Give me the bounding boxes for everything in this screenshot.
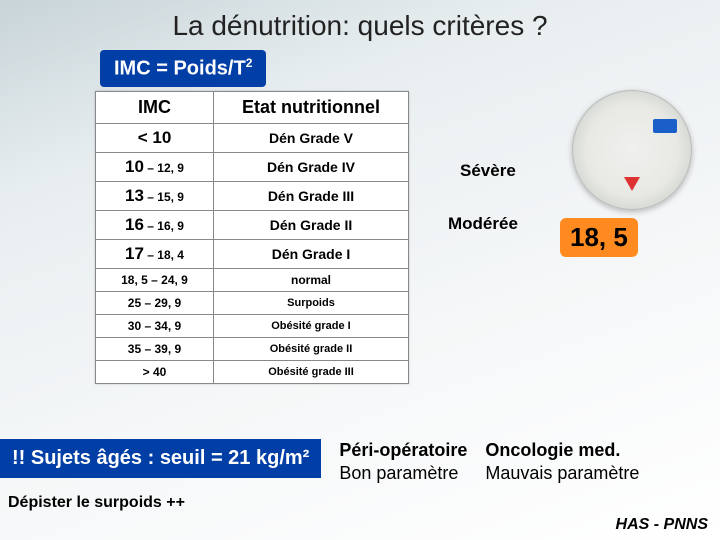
imc-range: – 34, 9 (141, 319, 181, 333)
imc-main: > 40 (143, 365, 167, 379)
bottom-bar: !! Sujets âgés : seuil = 21 kg/m² Péri-o… (0, 439, 639, 484)
imc-range: – 39, 9 (141, 342, 181, 356)
depister-note: Dépister le surpoids ++ (8, 494, 185, 512)
cell-imc: > 40 (96, 360, 214, 383)
table-row: > 40 Obésité grade III (96, 360, 409, 383)
table-row: 10 – 12, 9Dén Grade IV (96, 152, 409, 181)
imc-main: 16 (125, 215, 144, 234)
slide-title: La dénutrition: quels critères ? (0, 0, 720, 42)
formula-exponent: 2 (246, 56, 253, 70)
cell-etat: Obésité grade III (214, 360, 409, 383)
table-row: 35 – 39, 9Obésité grade II (96, 337, 409, 360)
periop-heading: Péri-opératoire (339, 439, 467, 462)
col-header-etat: Etat nutritionnel (214, 91, 409, 123)
imc-main: 18, 5 (121, 273, 148, 287)
imc-main: 30 (128, 319, 141, 333)
formula-badge: IMC = Poids/T2 (100, 50, 266, 87)
cell-etat: Dén Grade III (214, 181, 409, 210)
cell-imc: 13 – 15, 9 (96, 181, 214, 210)
onco-sub: Mauvais paramètre (485, 462, 639, 485)
col-header-imc: IMC (96, 91, 214, 123)
imc-main: 17 (125, 244, 144, 263)
table-row: 25 – 29, 9Surpoids (96, 291, 409, 314)
imc-range: – 29, 9 (141, 296, 181, 310)
cell-etat: Obésité grade II (214, 337, 409, 360)
imc-main: 13 (125, 186, 144, 205)
cell-etat: Dén Grade I (214, 239, 409, 268)
cell-imc: 16 – 16, 9 (96, 210, 214, 239)
source-label: HAS - PNNS (616, 516, 708, 534)
annotation-moderee: Modérée (448, 214, 518, 234)
imc-main: < 10 (138, 128, 172, 147)
imc-table: IMC Etat nutritionnel < 10 Dén Grade V10 … (95, 91, 409, 384)
cell-imc: 17 – 18, 4 (96, 239, 214, 268)
threshold-badge: 18, 5 (560, 218, 638, 257)
onco-block: Oncologie med. Mauvais paramètre (485, 439, 639, 484)
imc-main: 25 (128, 296, 141, 310)
periop-block: Péri-opératoire Bon paramètre (339, 439, 467, 484)
table-row: 16 – 16, 9Dén Grade II (96, 210, 409, 239)
cell-etat: Dén Grade II (214, 210, 409, 239)
cell-etat: Obésité grade I (214, 314, 409, 337)
content-area: IMC = Poids/T2 IMC Etat nutritionnel < 1… (0, 42, 720, 384)
cell-imc: 30 – 34, 9 (96, 314, 214, 337)
table-row: 13 – 15, 9Dén Grade III (96, 181, 409, 210)
onco-heading: Oncologie med. (485, 439, 639, 462)
imc-range: – 12, 9 (144, 161, 184, 175)
periop-sub: Bon paramètre (339, 462, 467, 485)
table-row: 17 – 18, 4Dén Grade I (96, 239, 409, 268)
annotation-severe: Sévère (460, 161, 516, 181)
cell-etat: normal (214, 268, 409, 291)
bmi-wheel-icon (572, 90, 692, 210)
table-row: < 10 Dén Grade V (96, 123, 409, 152)
cell-etat: Dén Grade IV (214, 152, 409, 181)
imc-range: – 18, 4 (144, 248, 184, 262)
cell-imc: 18, 5 – 24, 9 (96, 268, 214, 291)
imc-range: – 16, 9 (144, 219, 184, 233)
imc-range: – 15, 9 (144, 190, 184, 204)
cell-imc: 25 – 29, 9 (96, 291, 214, 314)
table-row: 18, 5 – 24, 9normal (96, 268, 409, 291)
table-row: 30 – 34, 9Obésité grade I (96, 314, 409, 337)
cell-imc: < 10 (96, 123, 214, 152)
elderly-threshold-badge: !! Sujets âgés : seuil = 21 kg/m² (0, 439, 321, 478)
cell-imc: 35 – 39, 9 (96, 337, 214, 360)
imc-main: 10 (125, 157, 144, 176)
cell-imc: 10 – 12, 9 (96, 152, 214, 181)
formula-text: IMC = Poids/T (114, 58, 246, 80)
imc-range: – 24, 9 (148, 273, 188, 287)
cell-etat: Surpoids (214, 291, 409, 314)
imc-main: 35 (128, 342, 141, 356)
cell-etat: Dén Grade V (214, 123, 409, 152)
